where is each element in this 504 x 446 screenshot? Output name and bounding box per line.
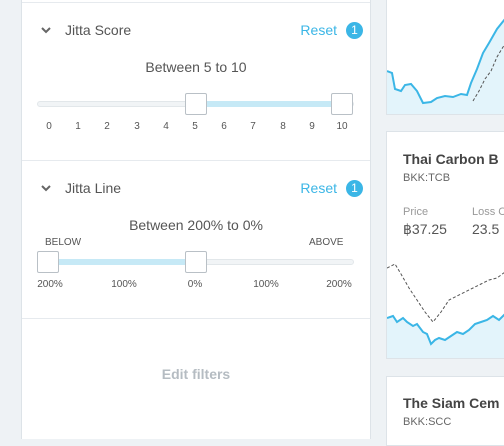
jitta-line-max-thumb[interactable] (185, 251, 207, 273)
tick-label: 0 (46, 121, 52, 132)
tick-label: 200% (326, 279, 352, 290)
jitta-score-title: Jitta Score (65, 22, 132, 38)
stock-card[interactable] (386, 0, 504, 115)
price-sparkline (387, 18, 504, 114)
stock-name[interactable]: The Siam Cem (403, 395, 500, 411)
jitta-line-reset-link[interactable]: Reset (300, 180, 337, 196)
jitta-score-count-badge: 1 (346, 22, 363, 39)
jitta-score-reset-link[interactable]: Reset (300, 22, 337, 38)
jitta-score-filter: Jitta Score Reset 1 Between 5 to 10 0 1 … (22, 0, 370, 160)
section-divider (22, 318, 370, 319)
jitta-line-title: Jitta Line (65, 180, 122, 196)
tick-label: 6 (221, 121, 227, 132)
above-label: ABOVE (309, 237, 344, 248)
stock-card[interactable]: Thai Carbon B BKK:TCB Price ฿37.25 Loss … (386, 131, 504, 359)
jitta-score-max-thumb[interactable] (331, 93, 353, 115)
tick-label: 200% (37, 279, 63, 290)
jitta-line-count-badge: 1 (346, 180, 363, 197)
tick-label: 7 (250, 121, 256, 132)
filter-panel: Jitta Score Reset 1 Between 5 to 10 0 1 … (21, 0, 371, 439)
section-divider (22, 160, 370, 161)
jitta-line-header[interactable]: Jitta Line Reset 1 (22, 177, 370, 201)
chevron-down-icon[interactable] (40, 24, 52, 36)
edit-filters-button[interactable]: Edit filters (161, 366, 231, 382)
loss-chance-value: 23.5 (472, 221, 500, 237)
tick-label: 3 (134, 121, 140, 132)
jitta-score-slider-fill (197, 101, 342, 107)
price-label: Price (403, 206, 429, 218)
below-label: BELOW (45, 237, 82, 248)
loss-chance-label: Loss C (472, 206, 504, 218)
tick-label: 9 (309, 121, 315, 132)
panel-top-border (22, 2, 370, 3)
tick-label: 100% (253, 279, 279, 290)
price-value: ฿37.25 (403, 221, 447, 237)
tick-label: 10 (336, 121, 348, 132)
stock-ticker: BKK:TCB (403, 172, 451, 184)
stock-ticker: BKK:SCC (403, 416, 452, 428)
tick-label: 100% (111, 279, 137, 290)
stock-name[interactable]: Thai Carbon B (403, 151, 499, 167)
jitta-score-min-thumb[interactable] (185, 93, 207, 115)
tick-label: 8 (280, 121, 286, 132)
jitta-score-header[interactable]: Jitta Score Reset 1 (22, 19, 370, 43)
tick-label: 4 (163, 121, 169, 132)
tick-label: 5 (192, 121, 198, 132)
stock-card[interactable]: The Siam Cem BKK:SCC (386, 376, 504, 446)
chevron-down-icon[interactable] (40, 182, 52, 194)
jitta-line-range-text: Between 200% to 0% (129, 217, 263, 233)
jitta-line-min-thumb[interactable] (37, 251, 59, 273)
tick-label: 0% (187, 279, 203, 290)
jitta-line-filter: Jitta Line Reset 1 Between 200% to 0% BE… (22, 0, 370, 318)
price-sparkline (387, 263, 504, 358)
tick-label: 2 (104, 121, 110, 132)
jitta-line-slider-fill (49, 259, 196, 265)
tick-label: 1 (75, 121, 81, 132)
jitta-score-range-text: Between 5 to 10 (145, 59, 247, 75)
